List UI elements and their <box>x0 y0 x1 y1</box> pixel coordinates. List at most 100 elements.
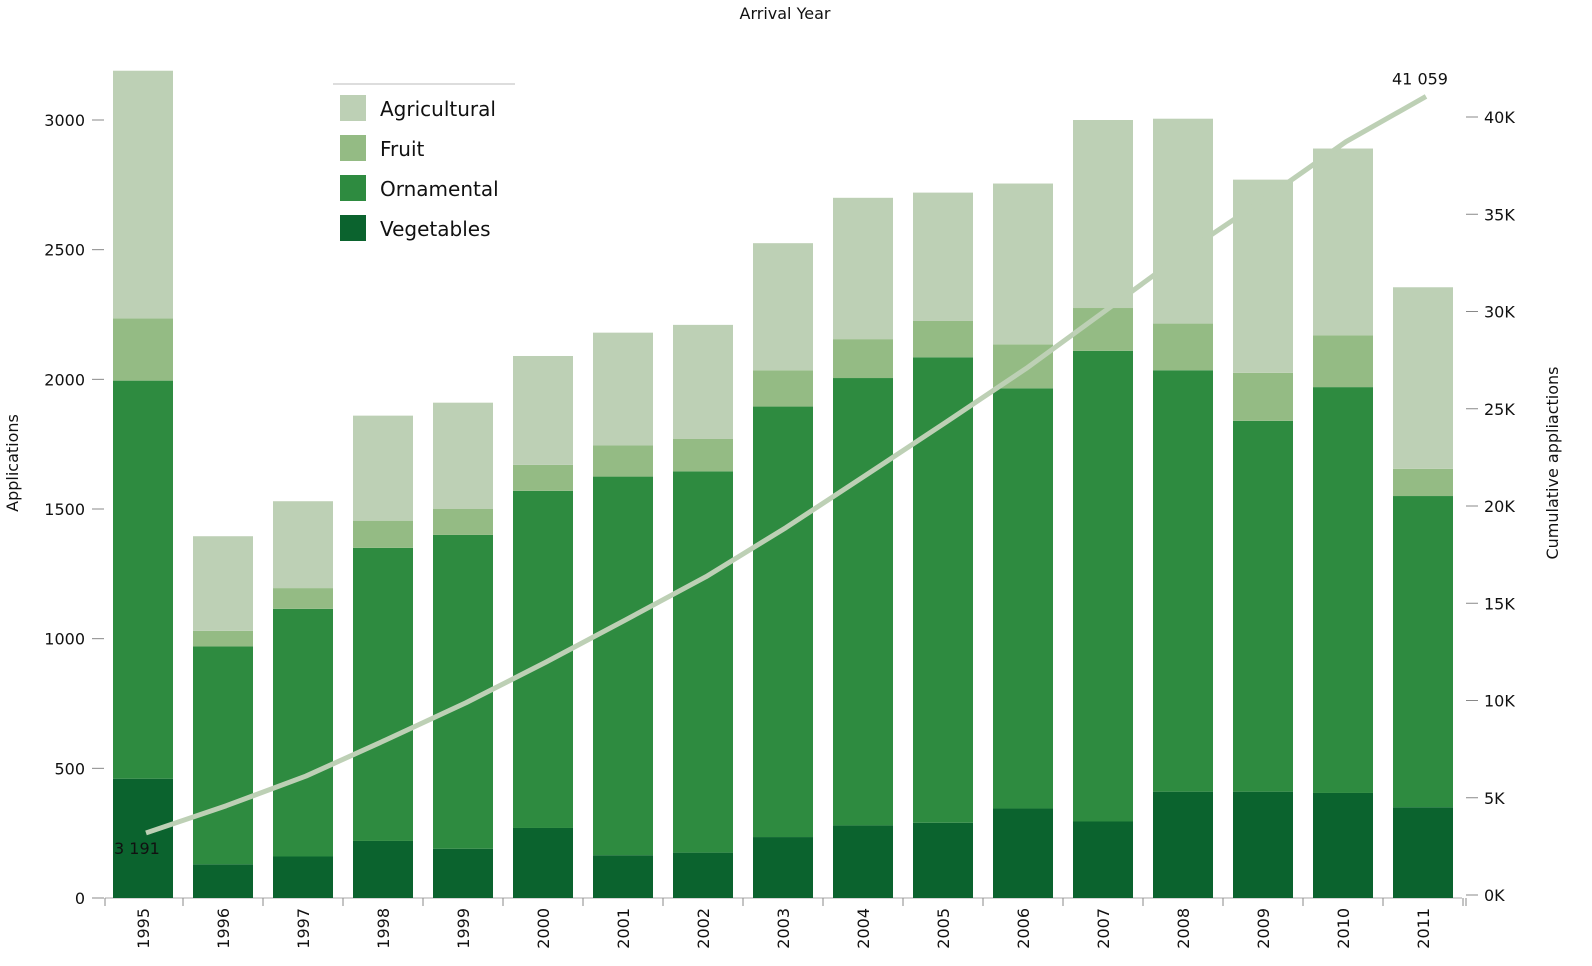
y-tick-label: 1000 <box>44 630 85 649</box>
y2-tick-label: 30K <box>1484 303 1515 322</box>
bar-fruit-1996 <box>193 630 253 647</box>
cumulative-line <box>145 94 1428 836</box>
legend: Agricultural Fruit Ornamental Vegetables <box>333 83 515 241</box>
legend-swatch-agricultural <box>340 95 366 121</box>
bar-ornamental-2000 <box>513 490 573 828</box>
bar-fruit-2009 <box>1233 372 1293 421</box>
bar-agricultural-2010 <box>1313 148 1373 336</box>
bar-agricultural-2001 <box>593 332 653 446</box>
bar-ornamental-2009 <box>1233 420 1293 792</box>
bar-vegetables-2005 <box>913 822 973 898</box>
y2-tick-label: 0K <box>1484 886 1505 905</box>
bar-vegetables-1996 <box>193 864 253 898</box>
bar-vegetables-2007 <box>1073 821 1133 898</box>
bar-agricultural-2003 <box>753 243 813 371</box>
bar-ornamental-1996 <box>193 646 253 865</box>
bar-vegetables-2004 <box>833 825 893 898</box>
y-tick-label: 500 <box>54 759 85 778</box>
bar-fruit-2010 <box>1313 335 1373 388</box>
bar-vegetables-2010 <box>1313 792 1373 898</box>
bar-ornamental-2011 <box>1393 496 1453 808</box>
x-tick-label: 2006 <box>1014 908 1033 949</box>
bar-fruit-1995 <box>113 318 173 381</box>
x-tick-label: 2000 <box>534 908 553 949</box>
bar-fruit-2003 <box>753 370 813 407</box>
bars <box>113 70 1453 898</box>
bar-fruit-2000 <box>513 464 573 491</box>
legend-label-agricultural: Agricultural <box>380 97 496 121</box>
bar-vegetables-2000 <box>513 827 573 898</box>
bar-ornamental-1997 <box>273 608 333 857</box>
bar-vegetables-1999 <box>433 848 493 898</box>
bar-ornamental-1998 <box>353 547 413 841</box>
bar-ornamental-2001 <box>593 476 653 856</box>
x-tick-label: 1998 <box>374 908 393 949</box>
bar-ornamental-2002 <box>673 471 733 853</box>
y2-tick-label: 20K <box>1484 497 1515 516</box>
bar-fruit-2008 <box>1153 323 1213 371</box>
bar-agricultural-2004 <box>833 197 893 340</box>
bar-fruit-2001 <box>593 445 653 477</box>
legend-swatch-vegetables <box>340 215 366 241</box>
x-tick-label: 1997 <box>294 908 313 949</box>
y2-tick-label: 10K <box>1484 692 1515 711</box>
y2-axis-title: Cumulative appliactions <box>1543 367 1562 560</box>
y-tick-label: 2000 <box>44 370 85 389</box>
bar-agricultural-1995 <box>113 70 173 319</box>
x-tick-label: 1995 <box>134 908 153 949</box>
bar-vegetables-1995 <box>113 778 173 898</box>
x-tick-label: 2004 <box>854 908 873 949</box>
x-tick-label: 2005 <box>934 908 953 949</box>
bar-vegetables-1998 <box>353 840 413 898</box>
y-tick-label: 3000 <box>44 111 85 130</box>
y-tick-label: 1500 <box>44 500 85 519</box>
y-tick-label: 2500 <box>44 241 85 260</box>
legend-swatch-fruit <box>340 135 366 161</box>
bar-agricultural-2008 <box>1153 118 1213 324</box>
cumulative-last-label: 41 059 <box>1392 69 1448 88</box>
bar-agricultural-1998 <box>353 415 413 521</box>
axes: 0 500 1000 1500 2000 2500 3000 0K 5K 10K 15K 20K 25K… <box>3 108 1562 949</box>
chart-title: Arrival Year <box>740 4 831 23</box>
bar-agricultural-1996 <box>193 536 253 631</box>
bar-vegetables-2002 <box>673 852 733 898</box>
legend-label-vegetables: Vegetables <box>380 217 491 241</box>
x-tick-label: 2001 <box>614 908 633 949</box>
bar-vegetables-2003 <box>753 837 813 898</box>
bar-vegetables-2011 <box>1393 807 1453 898</box>
bar-ornamental-2004 <box>833 378 893 826</box>
x-tick-label: 1999 <box>454 908 473 949</box>
bar-agricultural-2007 <box>1073 120 1133 309</box>
cumulative-first-label: 3 191 <box>114 839 160 858</box>
bar-vegetables-2009 <box>1233 791 1293 898</box>
bar-fruit-1997 <box>273 588 333 609</box>
y2-tick-label: 25K <box>1484 400 1515 419</box>
y2-tick-label: 5K <box>1484 789 1505 808</box>
y2-tick-label: 40K <box>1484 108 1515 127</box>
bar-agricultural-2009 <box>1233 179 1293 373</box>
bar-vegetables-1997 <box>273 856 333 898</box>
x-tick-label: 2007 <box>1094 908 1113 949</box>
bar-fruit-2004 <box>833 339 893 379</box>
bar-fruit-2011 <box>1393 468 1453 497</box>
legend-label-fruit: Fruit <box>380 137 425 161</box>
bar-vegetables-2006 <box>993 808 1053 898</box>
y2-tick-label: 15K <box>1484 594 1515 613</box>
bar-ornamental-2010 <box>1313 387 1373 793</box>
bar-agricultural-2005 <box>913 192 973 321</box>
y-axis-title: Applications <box>3 414 22 512</box>
bar-agricultural-1997 <box>273 501 333 589</box>
bar-ornamental-2008 <box>1153 370 1213 792</box>
x-tick-label: 2009 <box>1254 908 1273 949</box>
bar-ornamental-2006 <box>993 388 1053 809</box>
x-tick-label: 2003 <box>774 908 793 949</box>
x-tick-label: 2008 <box>1174 908 1193 949</box>
bar-agricultural-2002 <box>673 324 733 439</box>
bar-agricultural-2006 <box>993 183 1053 345</box>
bar-ornamental-2007 <box>1073 350 1133 822</box>
x-tick-label: 2010 <box>1334 908 1353 949</box>
legend-label-ornamental: Ornamental <box>380 177 499 201</box>
bar-fruit-1999 <box>433 509 493 535</box>
cumulative-line-layer: 3 191 41 059 <box>114 69 1448 858</box>
